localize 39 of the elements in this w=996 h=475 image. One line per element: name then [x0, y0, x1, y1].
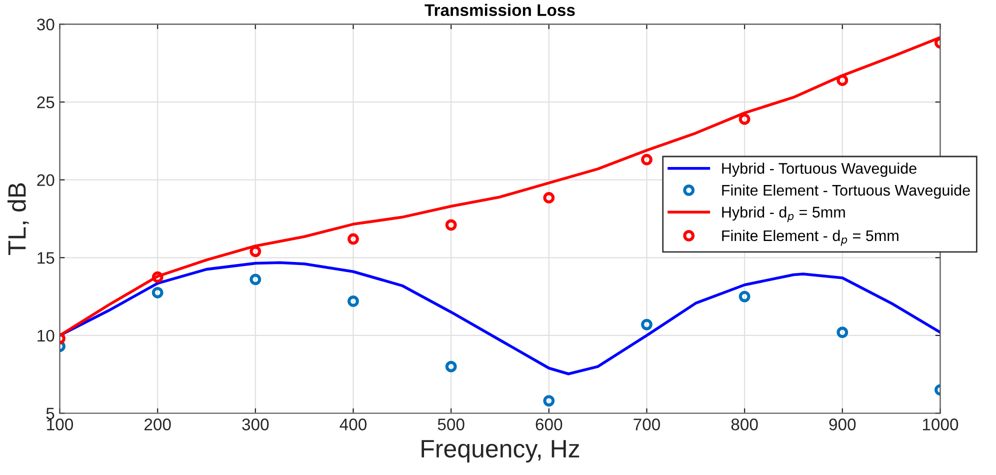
y-tick-label: 30 — [37, 18, 54, 30]
legend-label: Finite Element - d$_{p}$ = 5mm — [722, 230, 898, 246]
y-axis-title: TL, dB — [8, 183, 29, 255]
y-tick-label: 20 — [37, 174, 54, 186]
point — [250, 274, 262, 286]
x-tick-label: 400 — [340, 418, 366, 430]
x-tick-label: 300 — [242, 418, 269, 430]
point — [738, 113, 750, 125]
y-tick-label: 15 — [38, 252, 54, 264]
point — [641, 154, 652, 166]
legend-label: Hybrid - d$_{p}$ = 5mm — [722, 206, 845, 222]
point — [445, 360, 457, 372]
point — [641, 318, 652, 330]
point — [250, 246, 262, 258]
legend-label: Hybrid - Tortuous Waveguide — [722, 162, 916, 177]
x-tick-label: 500 — [438, 418, 464, 430]
x-tick-label: 700 — [634, 418, 660, 430]
point — [348, 296, 359, 307]
legend-label: Finite Element - Tortuous Waveguide — [722, 184, 970, 199]
x-tick-label: 600 — [536, 418, 562, 430]
point — [152, 286, 164, 298]
y-tick-label: 10 — [38, 330, 54, 342]
point — [836, 74, 848, 86]
x-axis-title: Frequency, Hz — [422, 440, 580, 463]
chart-title: Transmission Loss — [424, 4, 575, 16]
x-tick-label: 900 — [829, 418, 856, 430]
y-tick-label: 25 — [37, 96, 54, 108]
x-tick-label: 200 — [144, 418, 171, 430]
x-tick-label: 100 — [47, 418, 74, 430]
x-tick-label: 800 — [731, 418, 758, 430]
y-tick-label: 5 — [46, 408, 54, 420]
point — [836, 326, 848, 338]
point — [445, 219, 457, 231]
point — [348, 233, 359, 245]
x-tick-label: 1000 — [922, 418, 958, 430]
point — [152, 271, 164, 283]
point — [543, 395, 555, 406]
point — [738, 290, 750, 302]
point — [543, 192, 555, 204]
